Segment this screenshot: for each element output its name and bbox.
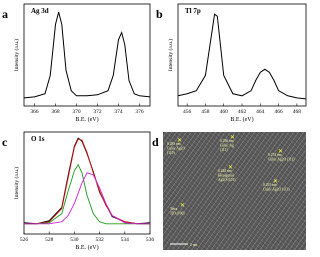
x-tick-label: 530	[70, 237, 79, 243]
x-axis-label: B.E. (eV)	[75, 244, 98, 251]
annotation: 0.255 nm	[263, 183, 277, 187]
panel-label: b	[156, 7, 163, 21]
annotation: 0.236 nm	[220, 139, 234, 143]
x-tick-label: 374	[114, 109, 123, 115]
x-tick-label: 368	[51, 109, 60, 115]
scale-bar-label: 2 nm	[190, 243, 197, 247]
x-tick-label: 460	[220, 109, 229, 115]
series-line	[23, 137, 151, 225]
x-tick-label: 462	[238, 109, 247, 115]
x-axis-label: B.E. (eV)	[75, 116, 98, 123]
x-tick-label: 376	[135, 109, 144, 115]
marker: ✕	[230, 135, 235, 141]
x-tick-label: 370	[72, 109, 81, 115]
x-tick-label: 534	[121, 237, 130, 243]
annotation: Ag2O (101)	[218, 178, 236, 182]
annotation: (110)	[167, 151, 175, 155]
chart-title: O 1s	[31, 135, 45, 143]
x-tick-label: 536	[146, 237, 155, 243]
marker: ✕	[273, 179, 278, 185]
annotation: (111)	[220, 148, 228, 152]
x-tick-label: 466	[274, 109, 283, 115]
annotation: Cubic Ag2O	[167, 147, 185, 151]
x-tick-label: 372	[93, 109, 102, 115]
x-tick-label: 526	[20, 237, 29, 243]
x-tick-label: 464	[256, 109, 265, 115]
y-axis-label: Intensity (a.u.)	[167, 39, 174, 71]
series-line	[23, 12, 151, 99]
annotation: Hexagonal	[218, 174, 234, 178]
chart-title: Ag 3d	[31, 7, 49, 15]
x-axis-label: B.E. (eV)	[230, 116, 253, 123]
panel-label: d	[152, 135, 159, 149]
annotation: 0.274 nm	[268, 153, 282, 157]
x-tick-label: 468	[293, 109, 302, 115]
annotation: Tetra	[170, 207, 178, 211]
annotation: 0.283 nm	[167, 142, 181, 146]
plot-frame	[23, 3, 151, 107]
marker: ✕	[180, 203, 185, 209]
annotation: Cubic Ag2O (111)	[268, 158, 295, 162]
chart-title: Tl 7p	[185, 7, 201, 15]
plot-frame	[23, 131, 151, 235]
x-tick-label: 456	[183, 109, 192, 115]
tem-overlay	[163, 132, 306, 250]
series-line	[24, 138, 150, 225]
series-line	[24, 163, 150, 225]
marker: ✕	[177, 138, 182, 144]
plot-frame	[177, 3, 307, 107]
annotation: 0.248 nm	[218, 169, 232, 173]
x-tick-label: 532	[95, 237, 104, 243]
series-line	[177, 13, 307, 100]
y-axis-label: Intensity (a.u.)	[13, 167, 20, 199]
panel-label: a	[2, 7, 8, 21]
x-tick-label: 458	[201, 109, 210, 115]
marker: ✕	[278, 149, 283, 155]
x-tick-label: 528	[45, 237, 54, 243]
panel-label: c	[2, 135, 8, 149]
y-axis-label: Intensity (a.u.)	[13, 39, 20, 71]
annotation: TlO (100)	[170, 212, 185, 216]
annotation: Cubic Ag2O (111)	[263, 188, 290, 192]
x-tick-label: 366	[30, 109, 39, 115]
annotation: Cubic Ag	[220, 144, 234, 148]
series-line	[24, 172, 150, 225]
marker: ✕	[228, 165, 233, 171]
